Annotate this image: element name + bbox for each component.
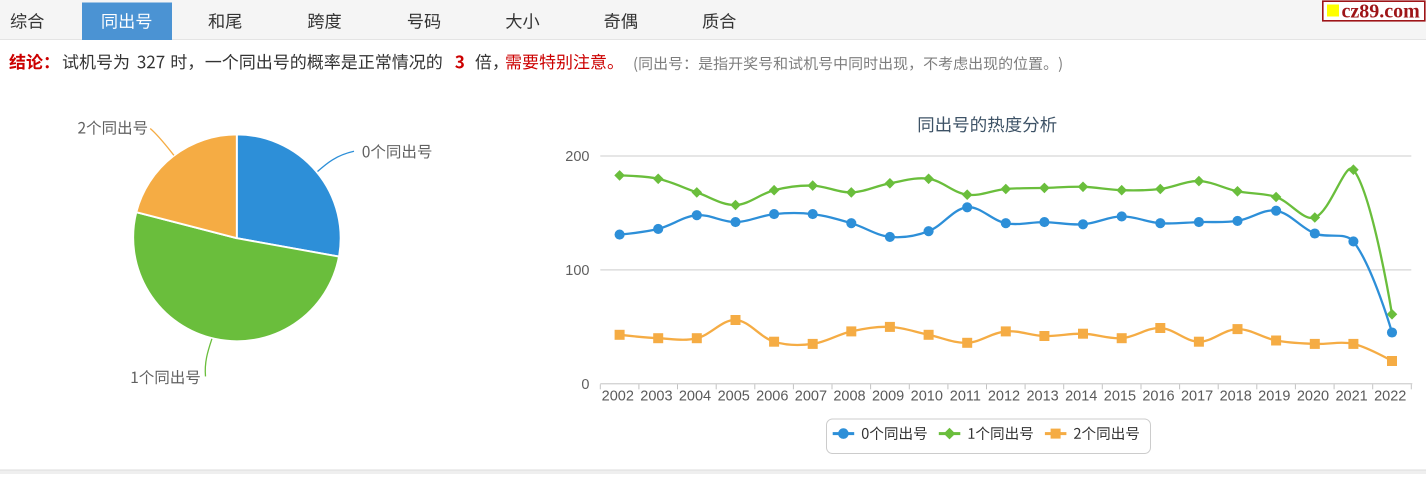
svg-text:2002: 2002 bbox=[602, 388, 634, 404]
svg-text:0: 0 bbox=[581, 377, 589, 393]
svg-text:200: 200 bbox=[565, 149, 589, 165]
svg-text:2010: 2010 bbox=[911, 388, 943, 404]
svg-text:2022: 2022 bbox=[1374, 388, 1406, 404]
svg-text:2007: 2007 bbox=[795, 388, 827, 404]
svg-text:2018: 2018 bbox=[1220, 388, 1252, 404]
svg-text:2015: 2015 bbox=[1104, 388, 1136, 404]
svg-text:2004: 2004 bbox=[679, 388, 711, 404]
svg-text:2016: 2016 bbox=[1142, 388, 1174, 404]
svg-text:2012: 2012 bbox=[988, 388, 1020, 404]
svg-text:2019: 2019 bbox=[1258, 388, 1290, 404]
svg-text:2014: 2014 bbox=[1065, 388, 1097, 404]
svg-text:cz89.com: cz89.com bbox=[1342, 1, 1421, 23]
svg-text:2008: 2008 bbox=[833, 388, 865, 404]
svg-text:2009: 2009 bbox=[872, 388, 904, 404]
svg-text:2011: 2011 bbox=[950, 388, 981, 404]
svg-text:2017: 2017 bbox=[1181, 388, 1213, 404]
svg-text:2006: 2006 bbox=[756, 388, 788, 404]
svg-text:2005: 2005 bbox=[718, 388, 750, 404]
svg-text:2013: 2013 bbox=[1026, 388, 1058, 404]
svg-text:2020: 2020 bbox=[1297, 388, 1329, 404]
svg-text:2003: 2003 bbox=[640, 388, 672, 404]
svg-text:100: 100 bbox=[565, 263, 589, 279]
svg-text:2021: 2021 bbox=[1335, 388, 1367, 404]
